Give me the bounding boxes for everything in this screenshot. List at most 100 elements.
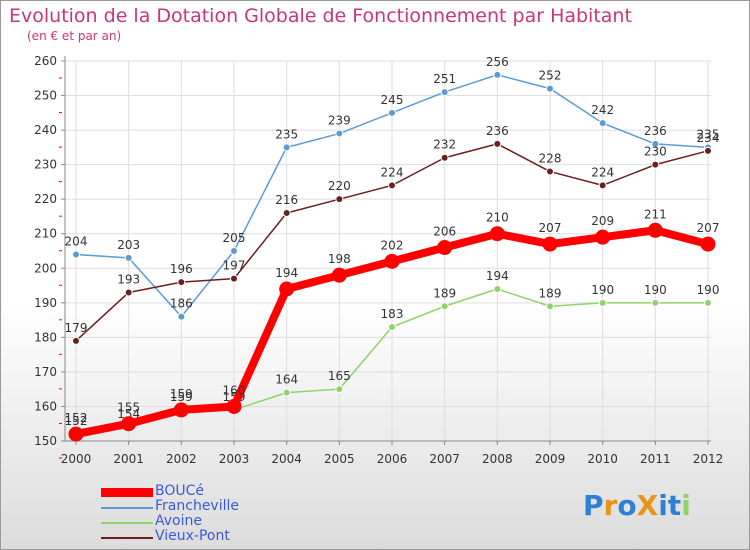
data-label: 256: [486, 55, 509, 69]
data-label: 209: [591, 214, 614, 228]
data-point: [331, 267, 347, 283]
data-point: [335, 129, 344, 138]
data-point: [282, 143, 291, 152]
data-label: 165: [328, 369, 351, 383]
data-label: 224: [381, 165, 404, 179]
data-point: [440, 153, 449, 162]
data-label: 196: [170, 262, 193, 276]
data-label: 190: [591, 283, 614, 297]
data-point: [121, 416, 137, 432]
data-label: 164: [275, 373, 298, 387]
data-label: 236: [486, 124, 509, 138]
x-tick-label: 2012: [693, 452, 724, 466]
logo-letter: i: [658, 489, 668, 522]
logo-letter: o: [617, 489, 637, 522]
logo-letter: i: [681, 489, 691, 522]
data-point: [388, 108, 396, 117]
data-point: [282, 209, 291, 217]
legend-label: Francheville: [155, 498, 239, 514]
data-label: 155: [117, 401, 140, 415]
data-label: 186: [170, 297, 193, 311]
data-label: 245: [381, 93, 404, 107]
data-label: 220: [328, 179, 351, 193]
data-point: [279, 281, 295, 297]
proxiti-logo: ProXiti: [583, 489, 691, 522]
data-point: [546, 84, 554, 93]
data-point: [388, 323, 396, 331]
data-label: 160: [223, 383, 246, 397]
x-tick-label: 2010: [587, 452, 618, 466]
data-point: [124, 288, 133, 297]
data-point: [226, 398, 242, 414]
data-point: [700, 236, 716, 252]
data-label: 194: [275, 266, 298, 280]
y-tick-label: 220: [34, 192, 57, 206]
y-tick-label: 250: [34, 89, 57, 103]
data-label: 206: [433, 225, 456, 239]
x-tick-label: 2001: [113, 452, 144, 466]
data-label: 198: [328, 252, 351, 266]
data-label: 197: [223, 259, 246, 273]
data-point: [177, 278, 186, 287]
y-tick-label: 190: [34, 296, 57, 310]
data-point: [542, 236, 558, 252]
x-tick-label: 2011: [640, 452, 671, 466]
chart-title: Evolution de la Dotation Globale de Fonc…: [9, 5, 632, 27]
data-label: 189: [433, 286, 456, 300]
data-label: 152: [65, 411, 88, 425]
data-point: [68, 426, 84, 442]
data-point: [230, 274, 238, 283]
data-point: [440, 88, 449, 97]
x-tick-label: 2004: [271, 452, 302, 466]
y-tick-label: 210: [34, 227, 57, 241]
y-tick-label: 230: [34, 158, 57, 172]
legend-label: BOUCé: [155, 483, 205, 499]
data-label: 183: [381, 307, 404, 321]
data-label: 207: [697, 221, 720, 235]
data-label: 239: [328, 114, 351, 128]
data-label: 234: [697, 131, 720, 145]
data-point: [651, 298, 660, 307]
data-label: 235: [697, 127, 720, 141]
data-label: 190: [697, 283, 720, 297]
data-point: [598, 181, 607, 190]
y-tick-label: 180: [34, 330, 57, 344]
data-label: 236: [644, 124, 667, 138]
data-point: [282, 388, 291, 397]
data-label: 251: [433, 72, 456, 86]
x-tick-label: 2007: [429, 452, 460, 466]
x-tick-label: 2008: [482, 452, 513, 466]
data-point: [598, 119, 607, 128]
data-point: [704, 146, 712, 155]
data-point: [489, 226, 505, 242]
logo-letter: t: [667, 489, 682, 522]
data-point: [651, 139, 660, 148]
y-tick-label: 160: [34, 399, 57, 413]
data-label: 203: [117, 238, 140, 252]
data-point: [440, 302, 449, 311]
data-label: 204: [65, 234, 88, 248]
x-tick-label: 2006: [377, 452, 408, 466]
data-point: [651, 160, 660, 169]
data-point: [598, 298, 607, 307]
data-label: 242: [591, 103, 614, 117]
data-point: [437, 240, 453, 256]
data-point: [335, 385, 344, 394]
logo-letter: P: [583, 489, 604, 522]
legend-label: Avoine: [155, 513, 202, 529]
data-point: [384, 253, 400, 269]
data-label: 252: [539, 69, 562, 83]
x-tick-label: 2005: [324, 452, 355, 466]
data-point: [493, 285, 502, 293]
logo-letter: X: [636, 489, 659, 522]
data-label: 232: [433, 138, 456, 152]
data-point: [546, 302, 554, 311]
data-label: 159: [170, 387, 193, 401]
x-tick-label: 2003: [219, 452, 250, 466]
data-label: 205: [223, 231, 246, 245]
data-label: 152: [65, 414, 88, 428]
data-label: 210: [486, 211, 509, 225]
logo-letter: r: [603, 489, 618, 522]
